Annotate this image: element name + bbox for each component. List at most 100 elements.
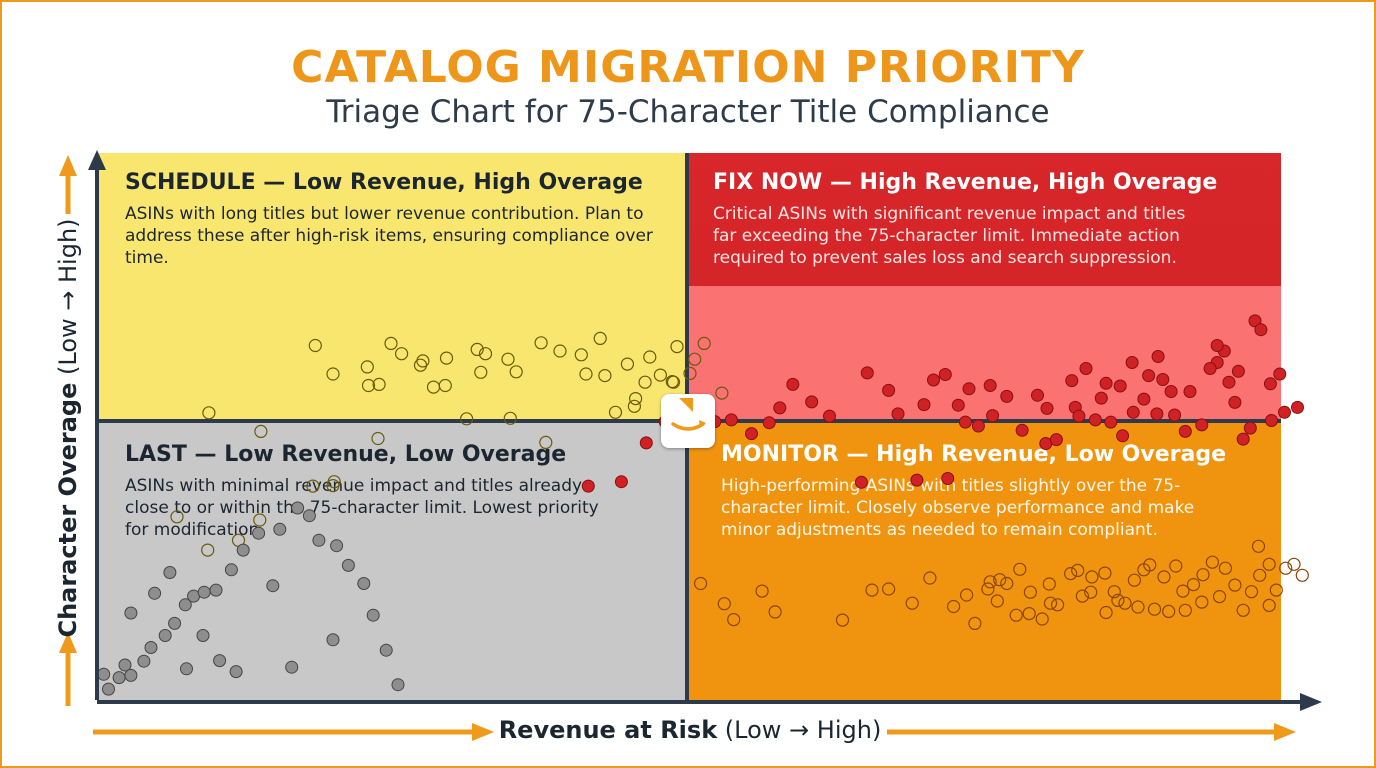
schedule-point-29 (534, 336, 548, 350)
fix-now-point-38 (1164, 385, 1178, 398)
schedule-point-42 (683, 366, 697, 380)
monitor-point-0 (946, 599, 961, 614)
monitor-point-33 (1269, 583, 1283, 597)
fix-now-point-14 (1116, 429, 1130, 443)
schedule-point-46 (715, 386, 729, 400)
monitor-point-54 (905, 596, 919, 610)
monitor-point-14 (1099, 605, 1113, 620)
schedule-point-23 (478, 347, 493, 361)
x-arrow-right-head (1274, 723, 1296, 741)
monitor-point-61 (717, 597, 731, 611)
fix-now-point-35 (1203, 362, 1217, 375)
monitor-point-12 (1075, 589, 1090, 603)
x-axis-label-range: (Low → High) (724, 716, 882, 744)
monitor-point-27 (1218, 561, 1233, 575)
last-point-30 (196, 629, 210, 642)
schedule-point-30 (539, 435, 553, 449)
y-axis-label: Character Overage (Low → High) (54, 218, 82, 637)
monitor-point-50 (1013, 562, 1027, 576)
last-point-35 (326, 633, 340, 647)
monitor-point-41 (1162, 604, 1176, 619)
fix-now-point-59 (823, 409, 836, 423)
monitor-point-17 (1127, 573, 1142, 587)
monitor-point-9 (1042, 577, 1056, 591)
monitor-point-10 (1050, 598, 1065, 612)
fix-now-point-46 (1072, 409, 1086, 423)
fix-now-point-41 (1137, 392, 1151, 406)
fix-now-point-0 (854, 475, 868, 489)
last-point-26 (124, 606, 138, 620)
chart-subtitle: Triage Chart for 75-Character Title Comp… (326, 94, 1050, 130)
monitor-point-62 (693, 576, 708, 591)
fix-now-point-51 (962, 382, 976, 396)
monitor-point-58 (768, 605, 782, 619)
schedule-point-10 (326, 367, 340, 381)
monitor-point-11 (1063, 566, 1078, 581)
last-point-33 (266, 579, 280, 593)
monitor-description: High-performing ASINs with titles slight… (721, 476, 1195, 540)
schedule-point-31 (553, 344, 567, 358)
schedule-point-49 (666, 375, 681, 389)
last-description: ASINs with minimal revenue impact and ti… (125, 476, 599, 540)
fix-now-point-63 (762, 416, 776, 430)
fix-now-point-17 (1151, 350, 1165, 363)
fix-now-point-39 (1156, 373, 1170, 386)
monitor-point-35 (1287, 557, 1301, 571)
quadrant-monitor (687, 421, 1281, 700)
monitor-point-37 (1251, 539, 1266, 553)
fix-now-point-53 (938, 368, 952, 381)
monitor-point-60 (727, 612, 741, 627)
monitor-point-25 (1205, 555, 1220, 569)
fix-now-point-42 (1126, 405, 1140, 419)
fix-now-point-31 (1236, 432, 1250, 446)
monitor-point-40 (1178, 603, 1192, 617)
last-point-28 (163, 566, 177, 579)
fix-now-point-34 (1210, 339, 1224, 352)
last-point-17 (302, 509, 316, 523)
monitor-point-24 (1195, 595, 1209, 609)
monitor-point-1 (959, 588, 974, 602)
schedule-point-41 (688, 352, 702, 366)
fix-now-heading: FIX NOW — High Revenue, High Overage (713, 170, 1218, 195)
last-point-15 (273, 522, 287, 536)
last-point-29 (180, 662, 193, 676)
fix-now-point-57 (882, 383, 896, 397)
fix-now-point-69 (639, 436, 653, 450)
last-point-7 (168, 616, 182, 630)
fix-now-point-24 (1254, 323, 1268, 337)
schedule-point-19 (439, 351, 454, 365)
fix-now-point-29 (1265, 414, 1278, 427)
fix-now-point-40 (1150, 407, 1164, 421)
fix-now-point-15 (1125, 356, 1139, 369)
last-point-16 (291, 501, 305, 515)
schedule-point-8 (308, 338, 322, 353)
schedule-point-0 (202, 406, 216, 420)
last-point-10 (197, 585, 211, 599)
monitor-point-51 (993, 573, 1007, 587)
fix-now-point-49 (1000, 389, 1014, 403)
last-point-14 (252, 526, 266, 540)
quadrant-last (99, 421, 687, 700)
monitor-point-16 (1118, 596, 1132, 610)
schedule-point-12 (371, 431, 385, 446)
monitor-point-44 (1111, 593, 1125, 608)
y-axis-arrowhead (88, 150, 106, 170)
last-point-12 (224, 563, 238, 577)
schedule-point-15 (372, 377, 386, 391)
fix-now-point-47 (1040, 401, 1054, 415)
schedule-point-9 (327, 475, 341, 489)
fix-now-point-11 (1079, 362, 1093, 375)
fix-now-point-64 (745, 427, 758, 441)
fix-now-point-8 (1049, 433, 1063, 447)
monitor-point-32 (1262, 598, 1276, 613)
schedule-point-40 (628, 392, 643, 406)
monitor-point-3 (983, 575, 997, 589)
schedule-point-2 (253, 513, 267, 527)
last-point-4 (137, 654, 151, 668)
last-point-3 (124, 668, 138, 682)
fix-now-point-62 (773, 401, 787, 415)
fix-now-point-44 (1099, 376, 1113, 390)
monitor-point-15 (1107, 585, 1121, 599)
monitor-point-5 (1000, 576, 1014, 591)
x-axis-label: Revenue at Risk (Low → High) (499, 716, 882, 744)
